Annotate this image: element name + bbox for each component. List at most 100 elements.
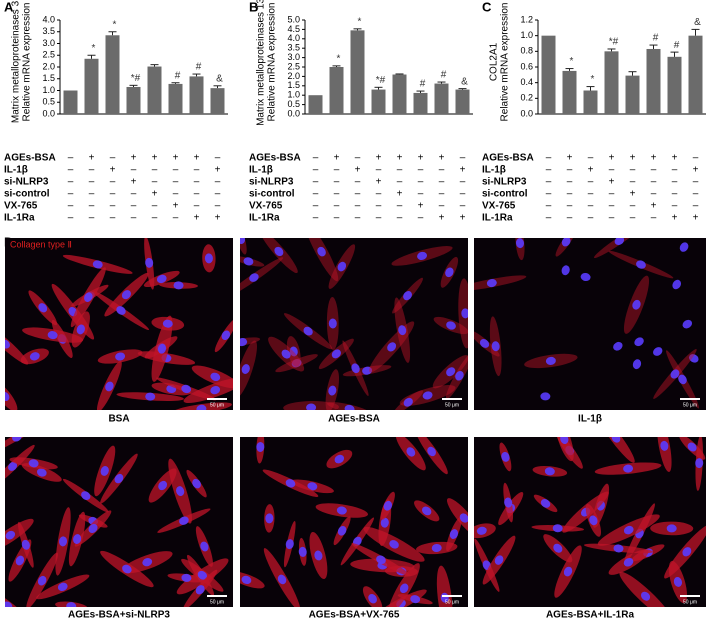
condition-mark: – [609, 213, 615, 224]
scale-bar-label: 50 μm [210, 402, 224, 408]
nucleus [274, 246, 284, 257]
y-tick-label: 0.8 [520, 46, 533, 56]
condition-mark: + [439, 153, 445, 164]
nucleus [422, 506, 432, 516]
condition-mark: – [313, 177, 319, 188]
condition-mark: – [334, 201, 340, 212]
y-axis-label: COL2A1 [489, 42, 500, 81]
condition-mark: – [68, 177, 74, 188]
nucleus [459, 513, 468, 523]
image-bg [5, 238, 233, 410]
condition-mark: – [89, 213, 95, 224]
nucleus [387, 342, 397, 352]
condition-mark: – [439, 201, 445, 212]
condition-mark: – [152, 165, 158, 176]
condition-mark: – [546, 201, 552, 212]
condition-mark: – [194, 177, 200, 188]
nucleus [195, 585, 205, 595]
nucleus [317, 246, 326, 257]
nucleus [623, 464, 634, 473]
condition-mark: – [397, 213, 403, 224]
condition-mark: – [334, 177, 340, 188]
condition-name: AGEs-BSA [482, 153, 534, 164]
nucleus [589, 515, 598, 526]
y-tick-label: 3.5 [287, 43, 300, 53]
nucleus [362, 366, 373, 375]
nucleus [328, 318, 337, 329]
y-tick-label: 0.5 [42, 97, 55, 107]
cells [474, 238, 706, 410]
condition-mark: + [418, 201, 424, 212]
nucleus [431, 543, 442, 552]
condition-mark: – [89, 189, 95, 200]
condition-mark: + [672, 153, 678, 164]
y-axis-label: Relative mRNA expression [22, 3, 33, 122]
nucleus [679, 242, 689, 252]
cells [5, 238, 233, 410]
condition-mark: + [609, 177, 615, 188]
nucleus [306, 403, 317, 410]
nucleus [36, 468, 47, 477]
nucleus [673, 577, 683, 587]
cells [474, 437, 706, 607]
condition-mark: – [630, 177, 636, 188]
nucleus [210, 386, 221, 395]
nucleus [486, 279, 497, 288]
condition-mark: – [672, 177, 678, 188]
condition-mark: + [215, 165, 221, 176]
condition-mark: + [439, 213, 445, 224]
stain-label: Collagen type Ⅱ [10, 239, 72, 249]
condition-mark: – [313, 153, 319, 164]
significance-mark: * [113, 19, 117, 30]
nucleus [179, 516, 189, 525]
condition-mark: – [418, 189, 424, 200]
y-tick-label: 1.0 [42, 85, 55, 95]
nucleus [634, 337, 644, 347]
nucleus [672, 279, 682, 290]
nucleus [540, 392, 551, 401]
nucleus [678, 374, 687, 385]
nucleus [29, 352, 40, 361]
condition-mark: – [313, 201, 319, 212]
nucleus [331, 349, 341, 359]
condition-mark: – [152, 213, 158, 224]
condition-mark: – [313, 213, 319, 224]
significance-mark: & [694, 17, 701, 28]
image-caption: AGEs-BSA+VX-765 [309, 610, 400, 621]
condition-mark: – [313, 165, 319, 176]
condition-mark: – [609, 189, 615, 200]
significance-mark: *# [609, 37, 619, 48]
nucleus [73, 534, 82, 544]
bar [126, 86, 141, 114]
bar [168, 83, 183, 114]
nucleus [243, 257, 254, 266]
y-tick-label: 0.0 [42, 108, 55, 118]
nucleus [241, 364, 250, 374]
nucleus [181, 384, 192, 394]
bar [147, 66, 162, 114]
nucleus [494, 555, 504, 565]
nucleus [479, 339, 490, 348]
bar [371, 89, 386, 114]
condition-mark: – [397, 177, 403, 188]
cells [240, 437, 468, 607]
nucleus [5, 339, 10, 349]
condition-name: si-control [482, 189, 528, 200]
nucleus [88, 523, 98, 534]
bar [455, 89, 470, 114]
nucleus [563, 566, 573, 577]
nucleus [410, 595, 421, 604]
nucleus [389, 540, 399, 549]
nucleus [461, 308, 468, 319]
nucleus [491, 341, 500, 352]
bar [189, 76, 204, 114]
nucleus [281, 349, 291, 359]
nucleus [689, 354, 699, 363]
nucleus [181, 573, 192, 582]
condition-mark: – [110, 153, 116, 164]
condition-mark: + [334, 153, 340, 164]
condition-mark: – [68, 201, 74, 212]
image-bg [240, 238, 468, 410]
condition-mark: + [131, 153, 137, 164]
nucleus [501, 451, 510, 462]
